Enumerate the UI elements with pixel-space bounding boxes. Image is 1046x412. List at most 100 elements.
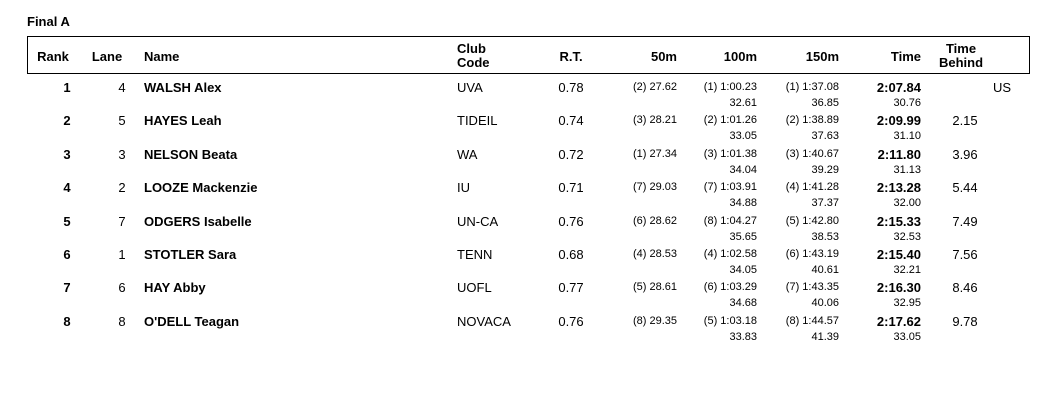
cell-name: WALSH Alex <box>144 80 222 95</box>
cell-s100: (7) 1:03.91 <box>703 181 757 194</box>
cell-s100: (8) 1:04.27 <box>703 214 757 227</box>
cell-s100: (5) 1:03.18 <box>703 314 757 327</box>
cell-split100: 32.61 <box>729 97 757 109</box>
cell-split150: 37.63 <box>811 130 839 143</box>
cell-split_time: 31.10 <box>893 130 921 143</box>
cell-behind: 7.49 <box>952 213 978 229</box>
cell-split100: 35.65 <box>729 230 757 243</box>
header-box <box>27 36 1030 74</box>
cell-s50: (2) 27.62 <box>632 81 677 93</box>
cell-split100: 33.83 <box>729 330 757 343</box>
cell-s150: (4) 1:41.28 <box>785 181 839 194</box>
cell-split150: 37.37 <box>811 197 839 210</box>
cell-s150: (1) 1:37.08 <box>785 81 839 93</box>
cell-s50: (6) 28.62 <box>632 214 677 227</box>
cell-s100: (4) 1:02.58 <box>703 248 757 260</box>
cell-split150: 40.06 <box>811 297 839 310</box>
cell-record: US <box>993 80 1012 95</box>
cell-behind: 3.96 <box>952 146 978 162</box>
cell-time: 2:07.84 <box>876 80 921 95</box>
cell-name: STOTLER Sara <box>144 247 237 262</box>
column-header: Name <box>144 49 180 64</box>
cell-time: 2:13.28 <box>876 180 921 196</box>
cell-lane: 4 <box>118 80 126 95</box>
cell-time: 2:17.62 <box>876 313 921 329</box>
cell-club: IU <box>457 180 470 196</box>
cell-split_time: 32.21 <box>893 264 921 276</box>
cell-rt: 0.71 <box>558 180 584 196</box>
cell-s100: (6) 1:03.29 <box>703 281 757 294</box>
cell-lane: 2 <box>118 180 126 196</box>
cell-name: HAY Abby <box>144 280 206 296</box>
cell-s150: (2) 1:38.89 <box>785 114 839 127</box>
cell-rt: 0.76 <box>558 213 584 229</box>
column-header: 50m <box>650 49 677 64</box>
cell-lane: 7 <box>118 213 126 229</box>
cell-name: ODGERS Isabelle <box>144 213 252 229</box>
cell-split100: 33.05 <box>729 130 757 143</box>
cell-rank: 2 <box>63 113 71 129</box>
cell-lane: 3 <box>118 146 126 162</box>
cell-s100: (2) 1:01.26 <box>703 114 757 127</box>
cell-split_time: 31.13 <box>893 163 921 176</box>
cell-club: UVA <box>457 80 483 95</box>
cell-behind: 9.78 <box>952 313 978 329</box>
cell-split100: 34.05 <box>729 264 757 276</box>
column-header: Club Code <box>457 41 490 70</box>
cell-club: TENN <box>457 247 493 262</box>
column-header: R.T. <box>559 49 583 64</box>
cell-rt: 0.78 <box>558 80 584 95</box>
cell-split150: 38.53 <box>811 230 839 243</box>
cell-name: O'DELL Teagan <box>144 313 240 329</box>
cell-split150: 40.61 <box>811 264 839 276</box>
cell-name: NELSON Beata <box>144 146 238 162</box>
cell-rank: 6 <box>63 247 71 262</box>
cell-split_time: 32.95 <box>893 297 921 310</box>
cell-split_time: 32.00 <box>893 197 921 210</box>
cell-lane: 8 <box>118 313 126 329</box>
cell-split100: 34.68 <box>729 297 757 310</box>
cell-lane: 1 <box>118 247 126 262</box>
cell-rt: 0.68 <box>558 247 584 262</box>
cell-split_time: 33.05 <box>893 330 921 343</box>
cell-rank: 7 <box>63 280 71 296</box>
cell-s50: (1) 27.34 <box>632 147 677 160</box>
cell-s50: (3) 28.21 <box>632 114 677 127</box>
cell-club: WA <box>457 146 478 162</box>
cell-time: 2:16.30 <box>876 280 921 296</box>
cell-name: LOOZE Mackenzie <box>144 180 258 196</box>
cell-behind: 7.56 <box>952 247 978 262</box>
column-header: Rank <box>37 49 69 64</box>
column-header: Time Behind <box>938 41 984 70</box>
cell-split100: 34.04 <box>729 163 757 176</box>
column-header: 100m <box>723 49 757 64</box>
cell-behind: 8.46 <box>952 280 978 296</box>
cell-split150: 39.29 <box>811 163 839 176</box>
cell-name: HAYES Leah <box>144 113 222 129</box>
column-header: 150m <box>805 49 839 64</box>
heat-title: Final A <box>27 14 70 29</box>
cell-rank: 3 <box>63 146 71 162</box>
cell-s150: (6) 1:43.19 <box>785 248 839 260</box>
cell-s150: (7) 1:43.35 <box>785 281 839 294</box>
cell-time: 2:15.40 <box>876 247 921 262</box>
cell-s50: (5) 28.61 <box>632 281 677 294</box>
cell-behind: 5.44 <box>952 180 978 196</box>
cell-rank: 8 <box>63 313 71 329</box>
cell-split100: 34.88 <box>729 197 757 210</box>
cell-split150: 36.85 <box>811 97 839 109</box>
cell-rank: 1 <box>63 80 71 95</box>
cell-rt: 0.77 <box>558 280 584 296</box>
cell-s150: (3) 1:40.67 <box>785 147 839 160</box>
column-header: Time <box>890 49 921 64</box>
cell-rank: 4 <box>63 180 71 196</box>
cell-split150: 41.39 <box>811 330 839 343</box>
cell-rt: 0.76 <box>558 313 584 329</box>
cell-s50: (7) 29.03 <box>632 181 677 194</box>
cell-time: 2:11.80 <box>877 146 921 162</box>
cell-club: TIDEIL <box>457 113 498 129</box>
cell-time: 2:09.99 <box>876 113 921 129</box>
cell-lane: 5 <box>118 113 126 129</box>
column-header: Lane <box>91 49 123 64</box>
cell-s150: (8) 1:44.57 <box>785 314 839 327</box>
